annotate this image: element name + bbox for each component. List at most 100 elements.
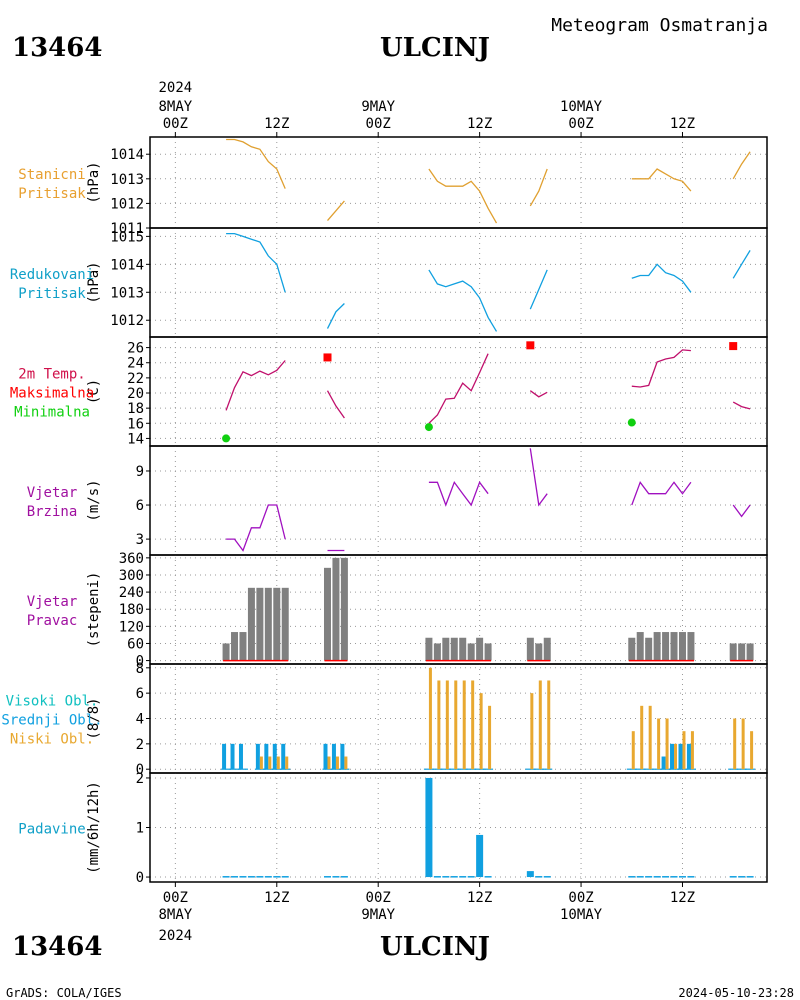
cloud-bar-low — [428, 667, 432, 770]
panel-precipitation: 0 1 2 (mm/6h/12h)Padavine — [18, 771, 768, 886]
series-label: Pravac — [27, 613, 78, 629]
bar — [746, 876, 754, 878]
cloud-bar-mid — [272, 743, 277, 770]
cloud-bar-low — [276, 756, 280, 770]
bar — [264, 876, 272, 878]
panel-plot-wind-speed — [150, 446, 767, 555]
plot-area: 1011101210131014(hPa)StanicniPritisak101… — [1, 80, 768, 944]
series-line — [326, 390, 345, 419]
bar — [484, 643, 492, 661]
bar — [670, 876, 678, 878]
cloud-bar-mid — [331, 743, 336, 770]
y-tick-label: 16 — [127, 416, 144, 432]
bar — [450, 637, 458, 661]
bar — [231, 876, 239, 878]
series-line — [428, 269, 498, 332]
series-line — [326, 303, 345, 329]
time-tick-label: 00Z — [366, 116, 391, 132]
series-label: Pritisak — [18, 186, 86, 202]
bar — [273, 587, 281, 661]
panel-plot-temperature — [150, 337, 767, 446]
time-tick-label: 12Z — [467, 890, 492, 906]
cloud-bar-low — [547, 680, 551, 770]
cloud-bar-low — [648, 705, 652, 770]
cloud-bar-mid — [222, 743, 227, 770]
time-tick-label: 00Z — [366, 890, 391, 906]
series-line — [631, 480, 692, 506]
panel-plot-wind-direction — [150, 555, 767, 664]
time-tick-label: 12Z — [670, 116, 695, 132]
bar — [467, 876, 475, 878]
cloud-bar-low — [631, 731, 635, 770]
y-tick-label: 18 — [127, 401, 144, 417]
panel-plot-station-pressure — [150, 137, 767, 228]
min-temp-point — [424, 423, 433, 432]
cloud-bar-low — [285, 756, 289, 770]
y-tick-label: 1012 — [110, 196, 144, 212]
cloud-bar-low — [538, 680, 542, 770]
series-label: Padavine — [18, 822, 85, 838]
y-tick-label: 9 — [136, 464, 144, 480]
time-tick-label: 9MAY — [361, 99, 395, 115]
series-line — [529, 168, 548, 207]
cloud-bar-mid — [281, 743, 286, 770]
y-tick-label: 2 — [136, 771, 144, 787]
series-label: Srednji Obl. — [1, 713, 102, 729]
y-tick-label: 1011 — [110, 221, 144, 237]
panel-frame — [149, 445, 768, 556]
bar — [247, 876, 255, 878]
bar — [467, 643, 475, 661]
time-tick-label: 8MAY — [158, 907, 192, 923]
bar — [729, 876, 737, 878]
bar — [636, 876, 644, 878]
time-tick-label: 10MAY — [560, 907, 603, 923]
panel-plot-precipitation — [150, 773, 767, 882]
cloud-bar-low — [750, 731, 754, 770]
y-axis-label: (8/8) — [86, 697, 102, 739]
y-tick-label: 1013 — [110, 285, 144, 301]
bar — [450, 876, 458, 878]
cloud-bar-low — [690, 731, 694, 770]
bar — [670, 632, 678, 661]
panel-plot-clouds — [150, 664, 767, 773]
product-title: Meteogram Osmatranja — [551, 15, 768, 36]
panel-wind-speed: 3 6 9 (m/s) Vjetar Brzina — [27, 445, 768, 556]
cloud-bar-mid — [255, 743, 260, 770]
series-line — [529, 269, 548, 310]
series-line — [732, 151, 751, 180]
cloud-bar-low — [437, 680, 441, 770]
series-line — [631, 349, 691, 388]
bar — [662, 632, 670, 661]
series-line — [225, 360, 286, 411]
series-line — [631, 263, 692, 293]
time-tick-label: 8MAY — [158, 99, 192, 115]
bar — [746, 643, 754, 661]
bar — [687, 632, 695, 661]
bar — [459, 876, 467, 878]
y-tick-label: 1013 — [110, 172, 144, 188]
time-tick-label: 12Z — [467, 116, 492, 132]
series-label: Pritisak — [18, 286, 86, 302]
series-label: 2m Temp. — [18, 367, 85, 383]
series-label: Minimalna — [14, 405, 90, 421]
station-name-bottom: ULCINJ — [380, 932, 490, 962]
y-tick-label: 4 — [136, 712, 144, 728]
series-label: Vjetar — [27, 485, 78, 501]
cloud-bar-low — [530, 693, 534, 770]
time-tick-label: 10MAY — [560, 99, 603, 115]
cloud-bar-mid — [678, 743, 683, 770]
bar — [247, 587, 255, 661]
cloud-bar-low — [462, 680, 466, 770]
series-line — [732, 401, 751, 410]
cloud-bar-low — [471, 680, 475, 770]
bar — [476, 637, 484, 661]
cloud-bar-low — [259, 756, 263, 770]
bar — [273, 876, 281, 878]
cloud-bar-low — [454, 680, 458, 770]
y-tick-label: 20 — [127, 386, 144, 402]
bar — [222, 643, 230, 661]
y-tick-label: 300 — [119, 568, 144, 584]
station-id-bottom: 13464 — [12, 932, 102, 962]
